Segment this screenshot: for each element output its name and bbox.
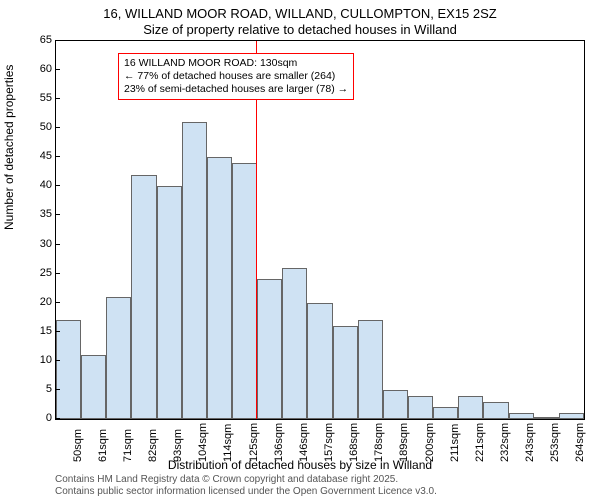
y-tick-label: 50 [40,121,52,133]
y-axis-label: Number of detached properties [2,65,16,230]
y-tick-label: 60 [40,63,52,75]
x-tick-label: 253sqm [549,423,561,462]
y-tick-label: 65 [40,34,52,46]
x-tick-label: 114sqm [222,424,234,462]
histogram-bar [433,407,458,419]
x-tick-label: 221sqm [474,423,486,462]
histogram-bar [232,163,257,419]
annotation-line: ← 77% of detached houses are smaller (26… [124,70,348,83]
x-axis-label: Distribution of detached houses by size … [0,458,600,472]
plot-area: 16 WILLAND MOOR ROAD: 130sqm← 77% of det… [55,40,585,420]
y-tick-label: 55 [40,92,52,104]
x-tick-label: 104sqm [197,423,209,462]
x-tick-label: 232sqm [499,423,511,462]
x-tick-label: 136sqm [273,423,285,462]
histogram-bar [207,157,232,419]
x-tick-label: 157sqm [323,423,335,462]
x-tick-label: 243sqm [524,423,536,462]
histogram-bar [282,268,307,419]
y-tick-label: 40 [40,179,52,191]
chart-title-line2: Size of property relative to detached ho… [0,22,600,37]
y-tick-label: 15 [40,325,52,337]
chart-container: 16, WILLAND MOOR ROAD, WILLAND, CULLOMPT… [0,0,600,500]
x-tick-label: 189sqm [398,423,410,462]
annotation-line: 16 WILLAND MOOR ROAD: 130sqm [124,57,348,70]
annotation-box: 16 WILLAND MOOR ROAD: 130sqm← 77% of det… [118,53,354,100]
histogram-bar [106,297,131,419]
y-tick-label: 20 [40,296,52,308]
histogram-bar [257,279,282,419]
histogram-bar [383,390,408,419]
chart-title-line1: 16, WILLAND MOOR ROAD, WILLAND, CULLOMPT… [0,6,600,21]
y-tick-label: 10 [40,354,52,366]
histogram-bar [509,413,534,419]
y-tick-label: 35 [40,208,52,220]
y-tick-label: 45 [40,150,52,162]
histogram-bar [333,326,358,419]
histogram-bar [358,320,383,419]
x-tick-label: 168sqm [348,423,360,462]
annotation-line: 23% of semi-detached houses are larger (… [124,83,348,96]
attribution-text: Contains HM Land Registry data © Crown c… [55,474,437,498]
x-tick-label: 211sqm [449,424,461,462]
y-tick-label: 5 [46,383,52,395]
y-tick-label: 0 [46,412,52,424]
histogram-bar [307,303,332,419]
histogram-bar [81,355,106,419]
histogram-bar [458,396,483,419]
x-tick-label: 146sqm [298,423,310,462]
x-tick-label: 125sqm [248,423,260,462]
histogram-bar [157,186,182,419]
x-tick-label: 200sqm [424,423,436,462]
x-tick-label: 264sqm [574,423,586,462]
attribution-line2: Contains public sector information licen… [55,486,437,498]
histogram-bar [559,413,584,419]
histogram-bar [182,122,207,419]
x-tick-label: 178sqm [373,423,385,462]
histogram-bar [483,402,508,419]
histogram-bar [56,320,81,419]
attribution-line1: Contains HM Land Registry data © Crown c… [55,474,437,486]
y-tick-label: 30 [40,238,52,250]
histogram-bar [408,396,433,419]
histogram-bar [131,175,156,419]
histogram-bar [534,417,559,419]
y-tick-label: 25 [40,267,52,279]
